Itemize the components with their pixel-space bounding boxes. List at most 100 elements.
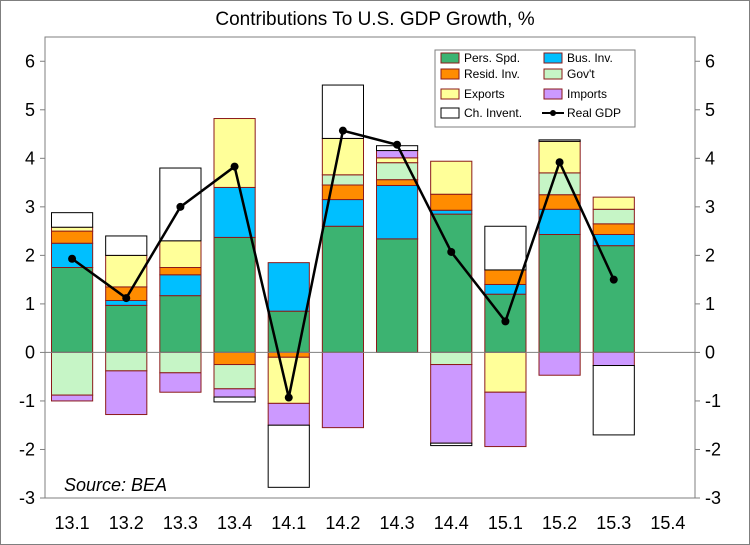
bar-exports-15.1 (484, 351, 527, 393)
bar-gov-t-13.4 (213, 364, 256, 390)
x-tick-label-13.4: 13.4 (217, 513, 252, 533)
bar-exports-15.3 (592, 196, 635, 210)
bar-pers-spd--13.2 (105, 304, 148, 353)
bar-exports-14.4 (430, 160, 473, 195)
legend-swatch-gov-t (543, 68, 563, 80)
bar-ch-invent--14.4 (430, 442, 473, 447)
bar-pers-spd--14.4 (430, 213, 473, 353)
x-tick-label-15.2: 15.2 (542, 513, 577, 533)
real-gdp-point-15.1 (501, 317, 510, 326)
legend-swatch-exports (440, 88, 460, 100)
y-tick-label-left: -2 (19, 439, 35, 459)
bar-bus-inv--14.4 (430, 209, 473, 215)
bar-imports-15.1 (484, 391, 527, 448)
legend-label-resid-inv-: Resid. Inv. (464, 67, 520, 81)
bar-ch-invent--15.1 (484, 225, 527, 271)
plot-area: -3 -3 -2 -2 -1 -1 0 0 1 1 2 2 3 3 4 4 5 5 6 6 13.1 13.2 13.3 13… (19, 36, 721, 533)
bar-pers-spd--13.4 (213, 236, 256, 353)
bar-gov-t-14.2 (321, 174, 365, 186)
y-tick-label-right: 4 (705, 148, 715, 168)
bar-bus-inv--15.2 (538, 208, 581, 236)
bar-imports-13.2 (105, 370, 148, 416)
real-gdp-point-14.4 (447, 247, 456, 256)
bar-ch-invent--13.1 (51, 212, 94, 228)
bar-bus-inv--14.1 (267, 262, 310, 312)
bar-pers-spd--15.2 (538, 234, 581, 353)
x-tick-label-14.1: 14.1 (271, 513, 306, 533)
y-tick-label-right: 2 (705, 245, 715, 265)
legend-swatch-pers-spd- (440, 52, 460, 64)
legend-swatch-bus-inv- (543, 52, 563, 64)
bar-gov-t-13.1 (51, 351, 94, 396)
y-tick-label-left: 3 (25, 197, 35, 217)
real-gdp-point-13.2 (122, 294, 131, 303)
bar-exports-14.2 (321, 137, 365, 176)
legend-label-ch-invent-: Ch. Invent. (464, 106, 522, 120)
chart-title: Contributions To U.S. GDP Growth, % (215, 9, 534, 30)
bar-exports-13.3 (159, 240, 202, 269)
y-tick-label-left: 2 (25, 245, 35, 265)
x-tick-label-14.4: 14.4 (434, 513, 469, 533)
real-gdp-point-13.1 (68, 254, 77, 263)
y-tick-label-right: -2 (705, 439, 721, 459)
bar-gov-t-15.3 (592, 208, 635, 225)
bar-bus-inv--15.3 (592, 234, 635, 247)
bar-ch-invent--15.3 (592, 365, 635, 436)
bar-imports-14.4 (430, 364, 473, 444)
y-tick-label-left: -1 (19, 391, 35, 411)
bar-resid-inv--13.3 (159, 267, 202, 276)
legend-box (434, 49, 636, 128)
bar-resid-inv--13.1 (51, 230, 94, 244)
x-tick-label-15.1: 15.1 (488, 513, 523, 533)
bar-pers-spd--13.3 (159, 295, 202, 353)
y-tick-label-left: -3 (19, 488, 35, 508)
bar-imports-14.1 (267, 402, 310, 426)
legend-swatch-marker-real-gdp (550, 110, 556, 116)
bar-pers-spd--14.2 (321, 225, 365, 353)
real-gdp-point-14.2 (338, 126, 347, 135)
legend-label-pers-spd-: Pers. Spd. (464, 51, 520, 65)
y-tick-label-right: 1 (705, 294, 715, 314)
bar-bus-inv--15.1 (484, 283, 527, 295)
real-gdp-point-14.1 (284, 393, 293, 402)
bar-imports-14.2 (321, 351, 365, 429)
bar-resid-inv--14.4 (430, 193, 473, 211)
bar-exports-13.1 (51, 226, 94, 232)
bar-bus-inv--13.3 (159, 274, 202, 297)
legend-swatch-ch-invent- (440, 107, 460, 119)
bar-resid-inv--13.4 (213, 351, 256, 366)
y-tick-label-right: 6 (705, 51, 715, 71)
bar-pers-spd--14.3 (376, 238, 419, 353)
x-tick-label-14.2: 14.2 (325, 513, 360, 533)
y-tick-label-right: 3 (705, 197, 715, 217)
bar-gov-t-14.4 (430, 351, 473, 366)
bar-resid-inv--14.1 (267, 351, 310, 358)
bar-pers-spd--13.1 (51, 267, 94, 353)
y-tick-label-right: 5 (705, 100, 715, 120)
bar-imports-14.3 (376, 150, 419, 159)
legend-label-gov-t: Gov't (567, 67, 595, 81)
real-gdp-point-14.3 (393, 140, 402, 149)
bar-bus-inv--14.3 (376, 184, 419, 240)
real-gdp-point-13.4 (230, 162, 239, 171)
bar-resid-inv--15.3 (592, 223, 635, 236)
legend-swatch-resid-inv- (440, 68, 460, 80)
bar-imports-13.1 (51, 394, 94, 402)
y-tick-label-left: 6 (25, 51, 35, 71)
plot-border (44, 36, 696, 499)
bar-imports-15.3 (592, 351, 635, 367)
x-tick-label-15.4: 15.4 (650, 513, 685, 533)
bar-gov-t-13.2 (105, 351, 148, 372)
bar-exports-14.3 (376, 157, 419, 164)
bar-pers-spd--15.3 (592, 245, 635, 353)
source-note: Source: BEA (64, 475, 167, 495)
bar-resid-inv--14.3 (376, 179, 419, 186)
x-tick-label-13.1: 13.1 (55, 513, 90, 533)
real-gdp-point-15.3 (609, 275, 618, 284)
y-tick-label-left: 5 (25, 100, 35, 120)
legend-label-real-gdp: Real GDP (567, 106, 621, 120)
x-tick-label-15.3: 15.3 (596, 513, 631, 533)
y-tick-label-left: 4 (25, 148, 35, 168)
bar-gov-t-13.3 (159, 351, 202, 374)
bar-exports-15.2 (538, 140, 581, 174)
